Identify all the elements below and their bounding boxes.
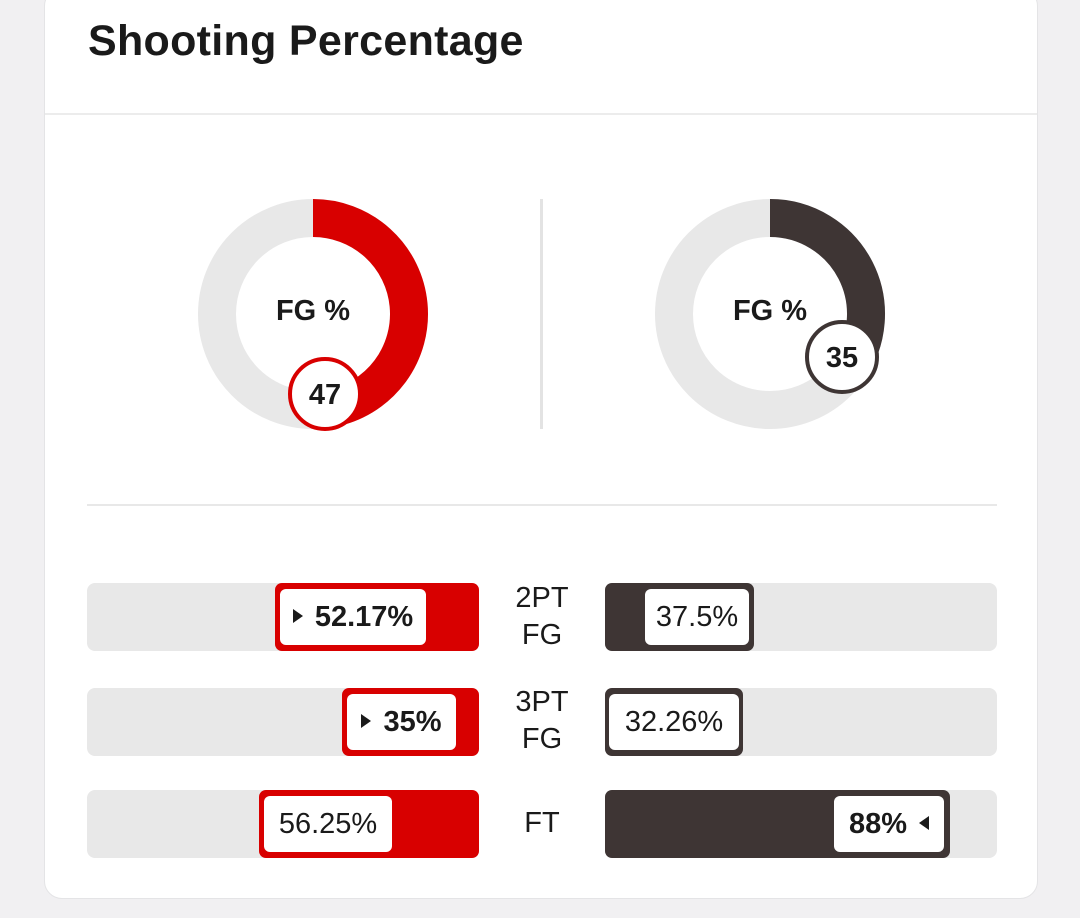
left-donut-label: FG % — [275, 295, 351, 327]
row-3pt-right-track: 32.26% — [605, 688, 997, 756]
card-title: Shooting Percentage — [88, 17, 524, 65]
row-ft-label: FT — [524, 807, 560, 839]
row-3pt-right-value: 32.26% — [609, 694, 739, 750]
donut-divider — [540, 199, 543, 429]
right-donut-label: FG % — [732, 295, 808, 327]
row-ft-left-track: 56.25% — [87, 790, 479, 858]
right-donut-value: 35 — [805, 320, 879, 394]
row-3pt-right-bar: 32.26% — [605, 688, 743, 756]
row-2pt-left-track: 52.17% — [87, 583, 479, 651]
shooting-percentage-card: Shooting Percentage FG % 47 FG % 35 52.1… — [44, 0, 1038, 899]
leader-arrow-icon — [919, 816, 930, 831]
row-2pt-left-bar: 52.17% — [275, 583, 479, 651]
row-ft-left-value: 56.25% — [264, 796, 392, 852]
row-2pt-right-track: 37.5% — [605, 583, 997, 651]
left-fg-donut: FG % 47 — [198, 199, 468, 469]
row-3pt-left-track: 35% — [87, 688, 479, 756]
row-ft-right-track: 88% — [605, 790, 997, 858]
leader-arrow-icon — [292, 609, 303, 624]
leader-arrow-icon — [361, 714, 372, 729]
right-donut-ring — [655, 199, 885, 429]
row-3pt-label: 3PT FG — [515, 686, 569, 755]
left-donut-arc — [312, 199, 428, 427]
left-donut-value: 47 — [288, 357, 362, 431]
row-ft-right-bar: 88% — [605, 790, 950, 858]
row-3pt-left-value: 35% — [347, 694, 456, 750]
row-2pt-right-value: 37.5% — [645, 589, 749, 645]
right-fg-donut: FG % 35 — [655, 199, 925, 469]
card-header: Shooting Percentage — [45, 0, 1037, 115]
row-2pt-left-value: 52.17% — [280, 589, 426, 645]
row-ft-left-bar: 56.25% — [259, 790, 479, 858]
row-ft-right-value: 88% — [834, 796, 944, 852]
row-2pt-label: 2PT FG — [515, 582, 569, 651]
row-2pt-right-bar: 37.5% — [605, 583, 754, 651]
row-3pt-left-bar: 35% — [342, 688, 479, 756]
section-divider — [87, 504, 997, 506]
